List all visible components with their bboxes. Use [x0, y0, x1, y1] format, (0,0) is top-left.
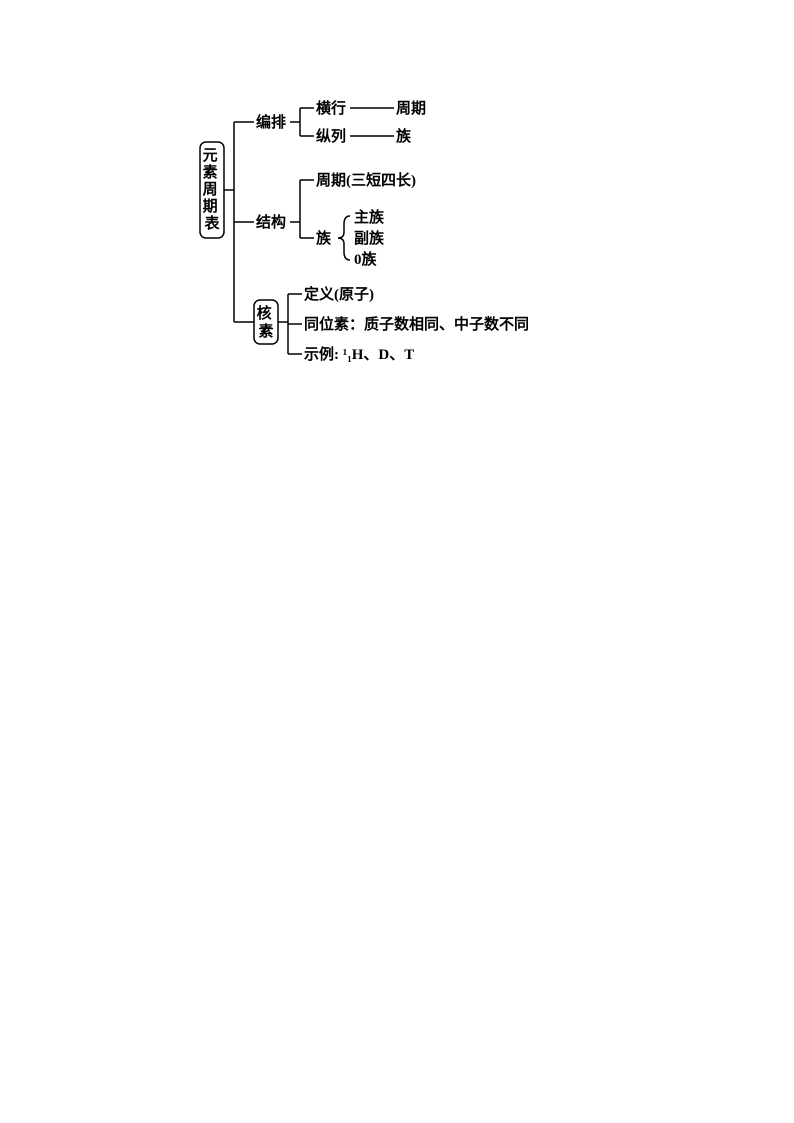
branch1-leaf1b: 周期: [396, 99, 426, 117]
branch2-curly: [338, 216, 350, 260]
branch2-bracket: [290, 180, 314, 238]
tree-diagram: 元 素 周 期 表 编排 横行 周期 纵列 族 结构 周期(三短四长) 族 主族…: [0, 0, 794, 1123]
branch2-sub2: 副族: [354, 229, 385, 247]
branch1-bracket: [290, 108, 314, 136]
nuclide-bracket: [278, 294, 302, 354]
branch2-leaf2: 族: [316, 229, 332, 247]
branch2-sub1: 主族: [354, 208, 385, 226]
nuclide-label: 核 素: [257, 304, 276, 340]
branch1-label: 编排: [256, 113, 286, 131]
branch2-label: 结构: [256, 213, 286, 231]
branch2-sub3: 0族: [354, 250, 378, 268]
nuclide-leaf3: 示例: ¹₁H、D、T: [304, 345, 414, 363]
branch1-leaf2b: 族: [396, 127, 412, 145]
nuclide-leaf2: 同位素：质子数相同、中子数不同: [304, 315, 529, 333]
branch1-leaf1a: 横行: [316, 99, 346, 117]
root-label: 元 素 周 期 表: [203, 147, 222, 232]
root-bracket: [224, 122, 254, 322]
branch2-leaf1: 周期(三短四长): [316, 171, 416, 189]
nuclide-leaf1: 定义(原子): [304, 285, 374, 303]
branch1-leaf2a: 纵列: [316, 127, 346, 145]
